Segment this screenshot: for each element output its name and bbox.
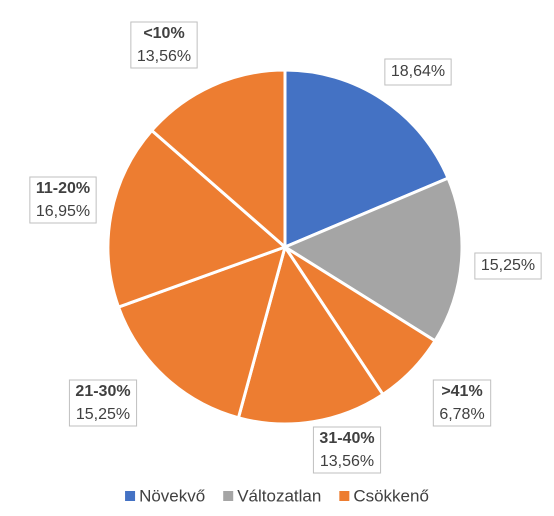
data-label: 21-30% 15,25% (68, 379, 138, 427)
pie-slice (281, 176, 464, 343)
label-box (474, 252, 542, 280)
value-label: 15,25% (481, 257, 535, 274)
legend: Növekvő Változatlan Csökkenő (125, 486, 429, 505)
value-label: 16,95% (36, 203, 90, 220)
data-label: <10% 13,56% (130, 21, 198, 69)
value-label: 13,56% (137, 48, 191, 65)
legend-swatch (125, 491, 136, 501)
data-label: 11-20% 16,95% (29, 176, 97, 224)
legend-swatch (223, 491, 234, 501)
label-box (29, 176, 97, 224)
value-label: 13,56% (320, 453, 374, 470)
pie-slice (116, 244, 288, 420)
value-label: 15,25% (76, 406, 130, 423)
pie-slice (283, 68, 451, 250)
label-box (432, 379, 492, 427)
pie-slice (236, 243, 385, 426)
label-box (68, 379, 138, 427)
pie-slice (106, 128, 288, 310)
category-label: 31-40% (319, 430, 374, 447)
label-box (130, 21, 198, 69)
label-box (384, 58, 452, 86)
legend-label: Növekvő (139, 486, 205, 505)
category-label: <10% (143, 25, 184, 42)
category-label: 11-20% (36, 180, 90, 197)
data-label: >41% 6,78% (432, 379, 492, 427)
category-label: >41% (441, 383, 482, 400)
legend-label: Csökkenő (353, 486, 429, 505)
data-label: 15,25% (474, 252, 542, 280)
legend-swatch (339, 491, 350, 501)
value-label: 18,64% (391, 63, 445, 80)
data-label: 31-40% 13,56% (312, 426, 382, 474)
value-label: 6,78% (439, 406, 484, 423)
data-label: 18,64% (384, 58, 452, 86)
category-label: 21-30% (75, 383, 130, 400)
legend-label: Változatlan (237, 486, 321, 505)
label-box (312, 426, 382, 474)
pie-slice (149, 68, 287, 251)
